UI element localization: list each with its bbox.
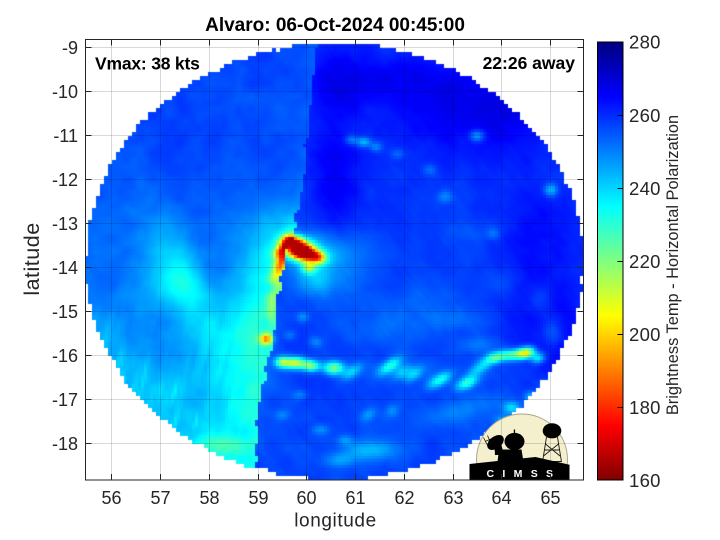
svg-text:-18: -18 — [52, 434, 78, 454]
svg-text:280: 280 — [629, 32, 661, 53]
svg-text:63: 63 — [443, 488, 463, 508]
svg-text:57: 57 — [150, 488, 170, 508]
svg-text:Vmax: 38 kts: Vmax: 38 kts — [95, 54, 200, 74]
svg-text:60: 60 — [296, 488, 316, 508]
svg-text:65: 65 — [540, 488, 560, 508]
svg-text:-16: -16 — [52, 346, 78, 366]
svg-text:64: 64 — [491, 488, 511, 508]
svg-text:180: 180 — [629, 397, 661, 418]
svg-text:Brightness Temp - Horizontal P: Brightness Temp - Horizontal Polarizatio… — [664, 115, 682, 415]
svg-text:-9: -9 — [62, 38, 78, 58]
svg-text:61: 61 — [345, 488, 365, 508]
svg-text:240: 240 — [629, 178, 661, 199]
svg-text:-15: -15 — [52, 302, 78, 322]
svg-text:-10: -10 — [52, 82, 78, 102]
svg-text:-14: -14 — [52, 258, 78, 278]
svg-text:latitude: latitude — [20, 222, 44, 295]
svg-text:260: 260 — [629, 105, 661, 126]
svg-text:-12: -12 — [52, 170, 78, 190]
svg-text:-13: -13 — [52, 214, 78, 234]
svg-text:56: 56 — [101, 488, 121, 508]
svg-text:62: 62 — [394, 488, 414, 508]
svg-text:200: 200 — [629, 324, 661, 345]
svg-text:220: 220 — [629, 251, 661, 272]
svg-text:160: 160 — [629, 470, 661, 491]
svg-text:59: 59 — [248, 488, 268, 508]
svg-text:-11: -11 — [53, 126, 78, 146]
svg-text:Alvaro: 06-Oct-2024 00:45:00: Alvaro: 06-Oct-2024 00:45:00 — [205, 15, 465, 36]
svg-text:-17: -17 — [52, 390, 78, 410]
svg-text:C I M S S: C I M S S — [487, 468, 556, 480]
svg-text:22:26 away: 22:26 away — [483, 53, 576, 73]
svg-text:longitude: longitude — [294, 511, 377, 532]
svg-text:58: 58 — [199, 488, 219, 508]
